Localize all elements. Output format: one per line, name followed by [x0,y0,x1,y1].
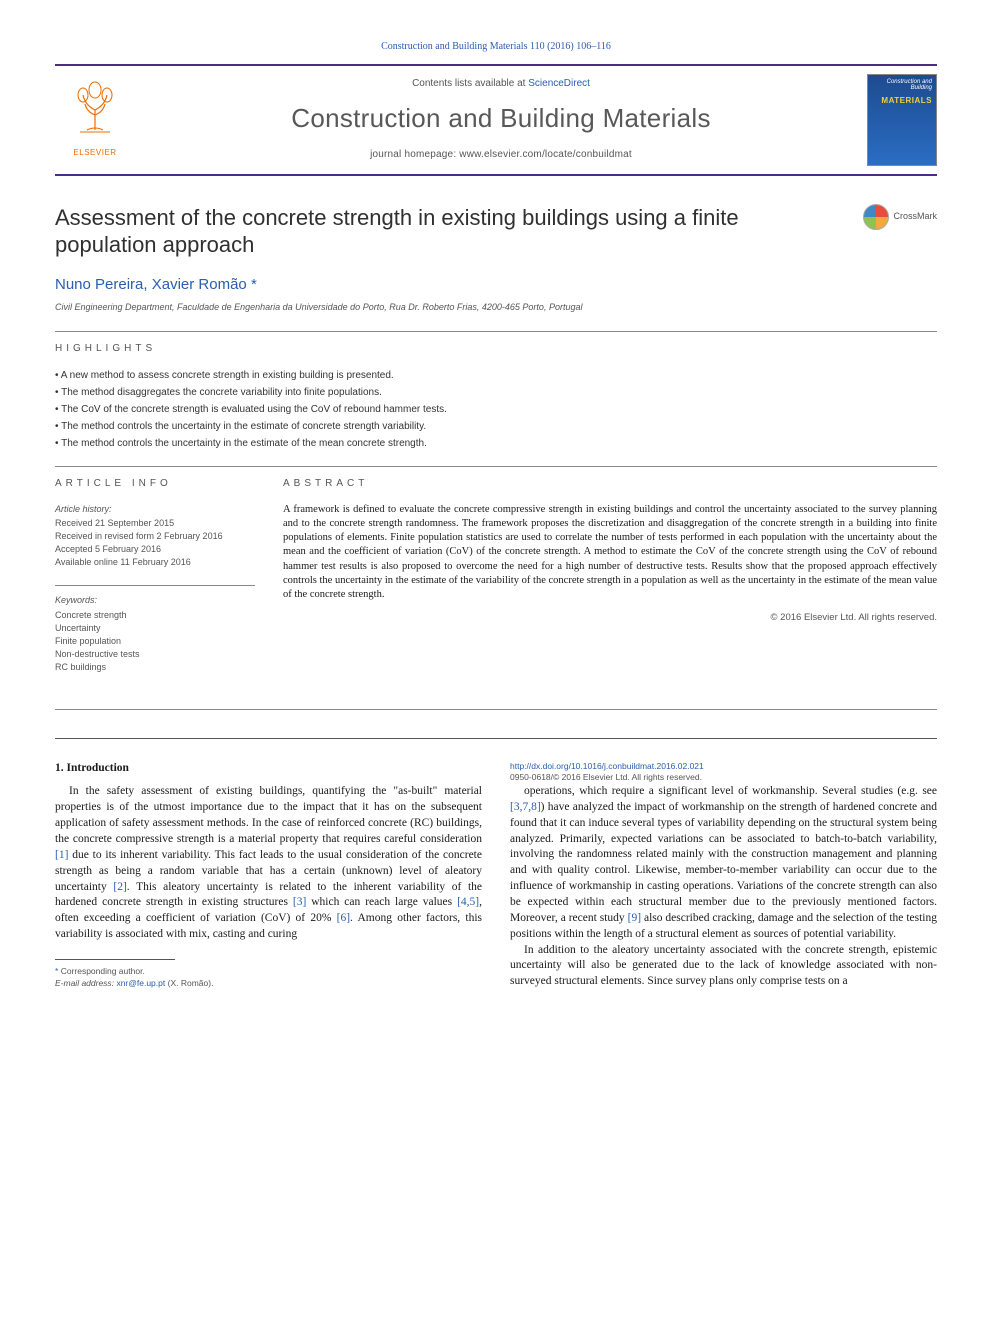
article-info-label: article info [55,477,255,491]
journal-header: ELSEVIER Contents lists available at Sci… [55,64,937,176]
title-row: Assessment of the concrete strength in e… [55,204,937,259]
publisher-block: ELSEVIER [55,80,135,159]
publisher-name: ELSEVIER [55,148,135,159]
highlight-item: The method controls the uncertainty in t… [55,435,937,452]
section-heading-intro: 1. Introduction [55,761,482,777]
history-line: Accepted 5 February 2016 [55,543,255,556]
keyword-item: Finite population [55,635,255,648]
cover-title-line: Construction and Building [868,75,936,96]
article-history-block: Article history: Received 21 September 2… [55,503,255,569]
body-paragraph: In addition to the aleatory uncertainty … [510,943,937,991]
history-line: Received 21 September 2015 [55,517,255,530]
abstract-text: A framework is defined to evaluate the c… [283,503,937,602]
contents-lists-line: Contents lists available at ScienceDirec… [135,77,867,91]
sciencedirect-link[interactable]: ScienceDirect [528,78,590,89]
authors-names: Nuno Pereira, Xavier Romão [55,276,247,293]
footnote-separator [55,959,175,960]
contents-prefix: Contents lists available at [412,78,528,89]
body-paragraph: In the safety assessment of existing bui… [55,784,482,943]
email-line: E-mail address: xnr@fe.up.pt (X. Romão). [55,978,482,990]
affiliation-line: Civil Engineering Department, Faculdade … [55,301,937,313]
history-line: Available online 11 February 2016 [55,556,255,569]
keywords-block: Keywords: Concrete strength Uncertainty … [55,594,255,674]
crossmark-icon [863,204,889,230]
crossmark-label: CrossMark [893,210,937,222]
rule-below-highlights [55,466,937,467]
header-center: Contents lists available at ScienceDirec… [135,77,867,161]
journal-name: Construction and Building Materials [135,101,867,136]
rule-keywords [55,585,255,586]
highlight-item: The method disaggregates the concrete va… [55,384,937,401]
rule-below-abstract [55,709,937,710]
footnote-block: * Corresponding author. E-mail address: … [55,966,482,990]
keywords-heading: Keywords: [55,594,255,607]
highlights-list: A new method to assess concrete strength… [55,367,937,452]
history-line: Received in revised form 2 February 2016 [55,530,255,543]
keyword-item: RC buildings [55,661,255,674]
doi-link[interactable]: http://dx.doi.org/10.1016/j.conbuildmat.… [510,761,937,773]
rule-above-body [55,738,937,739]
issn-copyright-line: 0950-0618/© 2016 Elsevier Ltd. All right… [510,772,937,784]
abstract-label: abstract [283,477,937,491]
abstract-copyright: © 2016 Elsevier Ltd. All rights reserved… [283,612,937,625]
highlight-item: A new method to assess concrete strength… [55,367,937,384]
authors-line: Nuno Pereira, Xavier Romão * [55,275,937,295]
article-info-column: article info Article history: Received 2… [55,477,255,690]
corresponding-email-link[interactable]: xnr@fe.up.pt [116,978,165,988]
abstract-column: abstract A framework is defined to evalu… [283,477,937,690]
corresponding-marker: * [251,276,257,293]
highlight-item: The method controls the uncertainty in t… [55,418,937,435]
keyword-item: Concrete strength [55,609,255,622]
rule-above-highlights [55,331,937,332]
body-paragraph: operations, which require a significant … [510,784,937,943]
highlights-label: highlights [55,342,937,356]
journal-cover-thumbnail: Construction and Building MATERIALS [867,74,937,166]
elsevier-tree-icon [65,80,125,140]
article-title: Assessment of the concrete strength in e… [55,204,863,259]
citation-line: Construction and Building Materials 110 … [55,40,937,54]
body-two-column: 1. Introduction In the safety assessment… [55,761,937,993]
highlight-item: The CoV of the concrete strength is eval… [55,401,937,418]
crossmark-badge[interactable]: CrossMark [863,204,937,230]
history-heading: Article history: [55,503,255,515]
homepage-url[interactable]: www.elsevier.com/locate/conbuildmat [459,149,632,160]
cover-materials-line: MATERIALS [868,96,936,107]
info-abstract-row: article info Article history: Received 2… [55,477,937,690]
journal-homepage-line: journal homepage: www.elsevier.com/locat… [135,148,867,162]
keyword-item: Uncertainty [55,622,255,635]
homepage-prefix: journal homepage: [370,149,459,160]
keyword-item: Non-destructive tests [55,648,255,661]
corresponding-author-note: * Corresponding author. [55,966,482,978]
